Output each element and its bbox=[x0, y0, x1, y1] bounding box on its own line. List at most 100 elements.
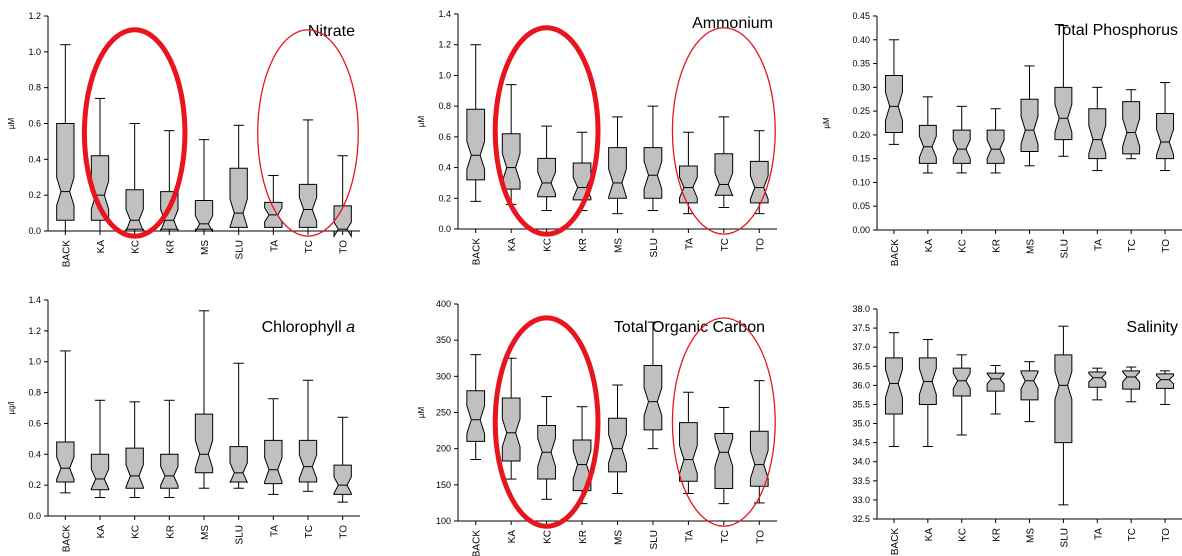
notched-box bbox=[714, 153, 734, 197]
y-tick-label: 1.4 bbox=[438, 9, 451, 19]
box-TO bbox=[333, 416, 352, 503]
x-category-label: BACK bbox=[61, 525, 72, 553]
panel-title: Total Phosphorus bbox=[1054, 22, 1178, 39]
box-TA bbox=[679, 131, 698, 215]
notched-box bbox=[298, 439, 318, 483]
notched-box bbox=[1156, 373, 1175, 389]
box-KR bbox=[986, 365, 1005, 415]
y-tick-label: 0.8 bbox=[438, 101, 451, 111]
highlight-circle bbox=[671, 27, 776, 235]
box-SLU bbox=[1054, 325, 1073, 506]
x-category-label: TC bbox=[304, 240, 315, 253]
notched-box bbox=[952, 129, 971, 164]
notched-box bbox=[90, 453, 110, 491]
box-TC bbox=[1122, 89, 1141, 160]
box-KA bbox=[90, 399, 110, 498]
box-SLU bbox=[229, 124, 248, 232]
box-TO bbox=[749, 130, 769, 215]
box-KR bbox=[160, 399, 179, 498]
y-tick-label: 0.0 bbox=[28, 511, 41, 521]
x-category-label: BACK bbox=[472, 530, 483, 556]
x-category-label: KR bbox=[578, 238, 589, 252]
y-axis-unit-label: µM bbox=[417, 116, 426, 128]
notched-box bbox=[884, 357, 903, 415]
x-category-label: MS bbox=[1026, 528, 1037, 543]
notched-box bbox=[56, 441, 75, 483]
y-tick-label: 0.40 bbox=[852, 35, 870, 45]
x-category-label: KR bbox=[165, 525, 176, 539]
box-TC bbox=[1122, 366, 1141, 403]
y-tick-label: 0.6 bbox=[438, 132, 451, 142]
notched-box bbox=[1020, 98, 1039, 153]
box-BACK bbox=[56, 350, 75, 494]
chart-panel-5: 100 150 200 250 300 350 400 BACK KA KC KR MS SLU TA TC… bbox=[417, 299, 777, 556]
box-SLU bbox=[229, 362, 248, 489]
y-tick-label: 0.20 bbox=[852, 130, 870, 140]
chart-panel-6: 32.5 33.0 33.5 34.0 34.5 35.0 35.5 36.0 36.5 37.0… bbox=[852, 304, 1182, 555]
y-tick-label: 0.8 bbox=[28, 83, 41, 93]
y-axis-unit-label: µg/l bbox=[7, 401, 16, 414]
y-tick-label: 35.0 bbox=[852, 419, 870, 429]
y-tick-label: 36.5 bbox=[852, 361, 870, 371]
box-MS bbox=[194, 139, 214, 233]
y-tick-label: 150 bbox=[436, 480, 451, 490]
x-category-label: TA bbox=[1093, 239, 1104, 251]
x-category-label: KC bbox=[131, 525, 142, 539]
x-category-label: MS bbox=[200, 525, 211, 540]
x-category-label: KR bbox=[165, 240, 176, 254]
y-tick-label: 0.25 bbox=[852, 106, 870, 116]
y-tick-label: 200 bbox=[436, 444, 451, 454]
y-tick-label: 1.0 bbox=[28, 47, 41, 57]
panel-title-italic: a bbox=[342, 319, 355, 336]
notched-box bbox=[1122, 370, 1141, 390]
y-tick-label: 37.0 bbox=[852, 342, 870, 352]
box-BACK bbox=[884, 39, 903, 145]
highlight-circle bbox=[492, 25, 601, 237]
x-category-label: TC bbox=[304, 525, 315, 538]
x-category-label: KC bbox=[958, 528, 969, 542]
notched-box bbox=[572, 439, 592, 492]
box-TA bbox=[1088, 367, 1107, 401]
y-tick-label: 0.0 bbox=[28, 226, 41, 236]
box-TO bbox=[1156, 82, 1175, 172]
box-SLU bbox=[643, 105, 663, 212]
box-KA bbox=[501, 357, 521, 480]
box-TO bbox=[333, 155, 352, 238]
notched-box bbox=[1054, 354, 1073, 444]
notched-box bbox=[643, 364, 663, 431]
notched-box bbox=[264, 439, 283, 485]
x-category-label: SLU bbox=[235, 240, 246, 259]
notched-box bbox=[643, 147, 663, 199]
notched-box bbox=[1054, 86, 1073, 141]
panel-title: Total Organic Carbon bbox=[614, 319, 765, 336]
y-tick-label: 37.5 bbox=[852, 323, 870, 333]
notched-box bbox=[125, 447, 144, 489]
x-category-label: BACK bbox=[61, 240, 72, 268]
x-category-label: KR bbox=[992, 239, 1003, 253]
box-TC bbox=[714, 406, 734, 505]
y-tick-label: 32.5 bbox=[852, 514, 870, 524]
y-tick-label: 0.4 bbox=[438, 163, 451, 173]
notched-box bbox=[466, 390, 486, 442]
y-tick-label: 36.0 bbox=[852, 380, 870, 390]
y-axis-unit-label: µM bbox=[417, 407, 426, 419]
notched-box bbox=[194, 413, 214, 474]
notched-box bbox=[501, 133, 521, 190]
box-KR bbox=[986, 108, 1005, 174]
notched-box bbox=[608, 417, 627, 473]
notched-box bbox=[749, 160, 769, 204]
y-tick-label: 35.5 bbox=[852, 399, 870, 409]
notched-box bbox=[1088, 108, 1107, 160]
x-category-label: KC bbox=[131, 240, 142, 254]
notched-box bbox=[194, 200, 214, 233]
notched-box bbox=[229, 167, 248, 228]
notched-box bbox=[333, 464, 352, 495]
y-tick-label: 1.4 bbox=[28, 295, 41, 305]
panel-title-text: Salinity bbox=[1126, 319, 1178, 336]
box-TC bbox=[714, 116, 734, 208]
x-category-label: BACK bbox=[472, 238, 483, 266]
panel-title-text: Total Organic Carbon bbox=[614, 319, 765, 336]
box-BACK bbox=[466, 44, 486, 202]
highlight-circle bbox=[81, 27, 188, 239]
